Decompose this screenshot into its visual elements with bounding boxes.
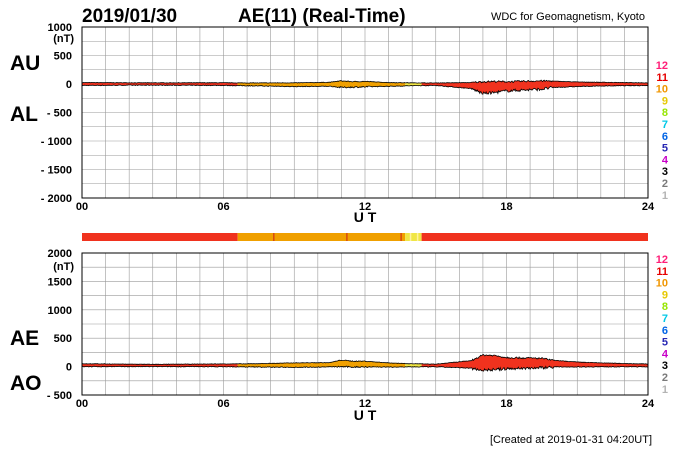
y-tick-label: 1500 (48, 276, 72, 288)
activity-bar-segment (405, 233, 422, 241)
data-fill-segment (421, 354, 648, 372)
data-fill-segment (405, 363, 422, 368)
series-line-ae (82, 354, 649, 365)
data-fill-segment (421, 80, 648, 95)
y-tick-label: - 1500 (41, 165, 72, 177)
legend-station-number: 12 (656, 254, 668, 266)
x-tick-label: 24 (642, 398, 655, 410)
legend-station-number: 2 (662, 178, 668, 190)
series-label-ae: AE (10, 327, 39, 350)
unit-label-bottom: (nT) (53, 261, 74, 273)
series-line-au (81, 79, 648, 84)
legend-station-number: 7 (662, 313, 668, 325)
legend-station-number: 1 (662, 384, 668, 396)
legend-station-number: 1 (662, 190, 668, 202)
legend-station-number: 8 (662, 301, 668, 313)
y-tick-label: 2000 (48, 248, 72, 260)
activity-bar-tick (273, 233, 275, 241)
y-tick-label: 1000 (48, 305, 72, 317)
activity-bar-tick (346, 233, 348, 241)
y-tick-label: 1000 (48, 22, 72, 34)
activity-bar-tick (400, 233, 402, 241)
y-tick-label: 500 (54, 333, 72, 345)
legend-station-number: 4 (662, 348, 669, 360)
plot-frame (81, 252, 649, 396)
x-tick-label: 00 (76, 398, 88, 410)
y-tick-label: 500 (54, 51, 72, 63)
activity-bar-segment (421, 233, 648, 241)
legend-station-number: 2 (662, 372, 668, 384)
x-tick-label: 12 (359, 398, 371, 410)
activity-bar-tick (409, 233, 412, 241)
series-label-ao: AO (10, 372, 42, 395)
created-timestamp: [Created at 2019-01-31 04:20UT] (490, 434, 652, 446)
y-tick-label: - 500 (47, 390, 72, 402)
legend-station-number: 10 (656, 84, 668, 96)
y-tick-label: 0 (66, 362, 72, 374)
legend-station-number: 6 (662, 131, 668, 143)
activity-bar-tick (416, 233, 419, 241)
series-line-al (81, 84, 649, 95)
series-label-al: AL (10, 103, 38, 126)
series-label-au: AU (10, 52, 40, 75)
legend-station-number: 9 (662, 95, 668, 107)
source-label: WDC for Geomagnetism, Kyoto (491, 11, 645, 23)
data-fill-segment (237, 360, 406, 368)
x-tick-label: 06 (217, 201, 229, 213)
unit-label-top: (nT) (53, 33, 74, 45)
legend-station-number: 12 (656, 60, 668, 72)
legend-station-number: 11 (656, 72, 668, 84)
legend-station-number: 3 (662, 166, 668, 178)
x-tick-label: 18 (500, 398, 512, 410)
legend-station-number: 11 (656, 266, 668, 278)
plot-title: AE(11) (Real-Time) (238, 6, 406, 27)
legend-station-number: 6 (662, 325, 668, 337)
legend-station-number: 5 (662, 337, 668, 349)
y-tick-label: - 500 (47, 108, 72, 120)
legend-station-number: 4 (662, 154, 669, 166)
series-line-ao (81, 365, 649, 372)
x-axis-title-bottom: U T (354, 407, 377, 423)
legend-station-number: 9 (662, 289, 668, 301)
y-tick-label: 0 (66, 79, 72, 91)
x-tick-label: 06 (217, 398, 229, 410)
y-tick-label: - 2000 (41, 193, 72, 205)
x-tick-label: 18 (500, 201, 512, 213)
plot-frame (81, 26, 649, 199)
x-tick-label: 00 (76, 201, 88, 213)
legend-station-number: 7 (662, 119, 668, 131)
legend-station-number: 8 (662, 107, 668, 119)
legend-station-number: 3 (662, 360, 668, 372)
plot-date: 2019/01/30 (82, 6, 177, 27)
legend-station-number: 10 (656, 278, 668, 290)
x-tick-label: 24 (642, 201, 655, 213)
activity-bar-segment (82, 233, 238, 241)
x-axis-title-top: U T (354, 209, 377, 225)
y-tick-label: - 1000 (41, 136, 72, 148)
legend-station-number: 5 (662, 143, 668, 155)
x-tick-label: 12 (359, 201, 371, 213)
activity-bar-segment (237, 233, 406, 241)
